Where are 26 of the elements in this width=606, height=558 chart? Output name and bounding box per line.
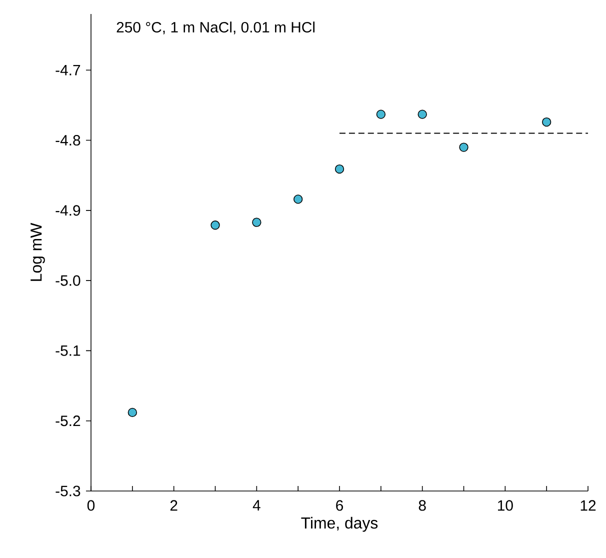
point	[376, 110, 386, 119]
y-axis-title: Log mW	[30, 222, 45, 281]
x-tick-label: 4	[252, 500, 260, 510]
point	[542, 117, 552, 127]
y-tick-label: -4.9	[56, 205, 80, 216]
y-tick-label: -4.7	[56, 64, 80, 76]
x-tick-label: 0	[87, 500, 95, 511]
y-tick-label: -5.2	[56, 416, 80, 426]
y-tick-label: -5.0	[56, 275, 80, 286]
point	[459, 142, 468, 152]
x-tick-label: 10	[498, 500, 513, 511]
point	[418, 110, 427, 119]
y-tick-label: -5.1	[56, 345, 80, 356]
point	[128, 408, 137, 418]
x-tick-label: 6	[336, 500, 344, 511]
x-tick-label: 12	[580, 500, 596, 511]
annotation: 250 °C, 1 m NaCl, 0.01 m HCl	[116, 22, 314, 34]
y-tick-label: -5.3	[56, 486, 80, 496]
x-axis-title: Time, days	[301, 516, 378, 532]
point	[334, 164, 344, 174]
x-tick-label: 8	[418, 500, 426, 511]
x-tick-label: 2	[170, 500, 178, 511]
point	[210, 220, 220, 230]
point	[294, 194, 303, 204]
point	[252, 218, 262, 227]
y-tick-label: -4.8	[56, 134, 80, 146]
